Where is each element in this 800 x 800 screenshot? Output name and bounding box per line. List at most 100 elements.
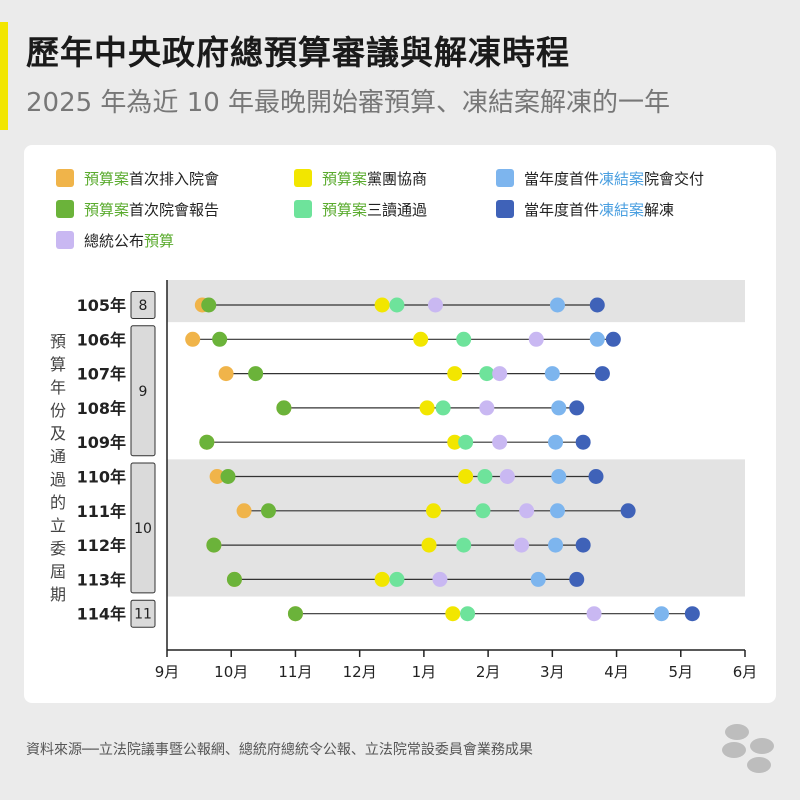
- point-promulgated: [492, 366, 508, 382]
- x-tick-label: 2月: [476, 663, 501, 681]
- row-label: 105年: [77, 296, 126, 315]
- x-tick-label: 11月: [278, 663, 312, 681]
- term-label: 9: [139, 384, 148, 400]
- point-caucus: [419, 400, 435, 416]
- point-first-report: [206, 537, 222, 553]
- point-third-reading: [460, 606, 476, 622]
- point-freeze-submitted: [549, 503, 565, 519]
- point-promulgated: [528, 331, 544, 347]
- point-first-listed: [185, 331, 201, 347]
- point-third-reading: [477, 469, 493, 484]
- point-first-report: [260, 503, 276, 519]
- row-label: 113年: [77, 570, 126, 589]
- point-promulgated: [492, 434, 508, 450]
- point-caucus: [458, 469, 474, 484]
- y-axis-title-char: 屆: [50, 562, 66, 581]
- point-first-listed: [236, 503, 252, 519]
- y-axis-title-char: 立: [50, 516, 66, 535]
- legend-label-first_listed: 預算案首次排入院會: [84, 170, 219, 188]
- title-accent-bar: [0, 22, 8, 130]
- publisher-logo-icon: [722, 724, 774, 773]
- chart-card: 預算案首次排入院會 預算案黨團協商 當年度首件凍結案院會交付 預算案首次院會報告 預算案…: [24, 145, 776, 703]
- point-freeze-submitted: [530, 571, 546, 587]
- x-tick-label: 3月: [540, 663, 565, 681]
- term-box: [130, 325, 156, 457]
- point-freeze-lifted: [569, 571, 585, 587]
- row-label: 111年: [77, 502, 126, 521]
- point-caucus: [447, 366, 463, 382]
- y-axis-title-char: 年: [50, 378, 66, 397]
- point-caucus: [445, 606, 461, 622]
- point-freeze-submitted: [549, 297, 565, 313]
- point-caucus: [447, 434, 463, 450]
- legend-swatch-freeze_submitted: [496, 169, 514, 187]
- point-caucus: [374, 571, 390, 587]
- point-caucus: [421, 537, 437, 553]
- legend-swatch-third_reading: [294, 200, 312, 218]
- point-first-listed: [218, 366, 234, 382]
- point-promulgated: [514, 537, 530, 553]
- legend-swatch-first_report: [56, 200, 74, 218]
- point-freeze-lifted: [594, 366, 610, 382]
- legend-swatch-caucus: [294, 169, 312, 187]
- term-box: [130, 599, 156, 628]
- point-freeze-lifted: [569, 400, 585, 416]
- point-first-listed: [209, 469, 225, 484]
- point-freeze-submitted: [548, 434, 564, 450]
- page-subtitle: 2025 年為近 10 年最晚開始審預算、凍結案解凍的一年: [26, 88, 671, 118]
- point-freeze-lifted: [605, 331, 621, 347]
- y-axis-title-char: 的: [50, 493, 66, 512]
- term-box: [130, 462, 156, 594]
- point-freeze-lifted: [684, 606, 700, 622]
- row-label: 114年: [77, 605, 126, 624]
- point-promulgated: [499, 469, 515, 484]
- point-first-report: [226, 571, 242, 587]
- shaded-band: [167, 280, 745, 323]
- row-label: 108年: [77, 399, 126, 418]
- y-axis-title-char: 期: [50, 585, 66, 604]
- legend-swatch-freeze_lifted: [496, 200, 514, 218]
- shaded-band: [167, 459, 745, 597]
- point-freeze-submitted: [551, 469, 567, 484]
- point-first-report: [201, 297, 217, 313]
- point-third-reading: [458, 434, 474, 450]
- term-label: 11: [134, 607, 152, 623]
- point-freeze-lifted: [575, 537, 591, 553]
- x-tick-label: 1月: [412, 663, 437, 681]
- term-box: [130, 291, 156, 319]
- point-promulgated: [586, 606, 602, 622]
- legend-swatch-promulgated: [56, 231, 74, 249]
- legend-label-caucus: 預算案黨團協商: [322, 170, 427, 188]
- legend-swatch-first_listed: [56, 169, 74, 187]
- legend-label-third_reading: 預算案三讀通過: [322, 201, 427, 219]
- point-third-reading: [479, 366, 495, 382]
- point-freeze-lifted: [588, 469, 604, 484]
- point-freeze-submitted: [551, 400, 567, 416]
- point-freeze-submitted: [544, 366, 560, 382]
- row-label: 112年: [77, 536, 126, 555]
- point-first-report: [199, 434, 215, 450]
- legend-label-freeze_submitted: 當年度首件凍結案院會交付: [524, 170, 704, 188]
- term-label: 10: [134, 521, 152, 537]
- page-title: 歷年中央政府總預算審議與解凍時程: [26, 33, 570, 72]
- x-tick-label: 5月: [669, 663, 694, 681]
- point-promulgated: [432, 571, 448, 587]
- y-axis-title-char: 過: [50, 470, 66, 489]
- row-label: 109年: [77, 433, 126, 452]
- source-note: 資料來源──立法院議事暨公報網、總統府總統令公報、立法院常設委員會業務成果: [26, 742, 533, 758]
- point-first-report: [287, 606, 303, 622]
- point-first-report: [276, 400, 292, 416]
- point-third-reading: [456, 537, 472, 553]
- x-tick-label: 9月: [155, 663, 180, 681]
- point-third-reading: [435, 400, 451, 416]
- row-label: 107年: [77, 365, 126, 384]
- point-freeze-submitted: [654, 606, 670, 622]
- point-third-reading: [389, 571, 405, 587]
- point-third-reading: [456, 331, 472, 347]
- point-caucus: [426, 503, 442, 519]
- y-axis-title-char: 算: [50, 355, 66, 374]
- y-axis-title-char: 預: [50, 332, 66, 351]
- point-caucus: [374, 297, 390, 313]
- point-third-reading: [389, 297, 405, 313]
